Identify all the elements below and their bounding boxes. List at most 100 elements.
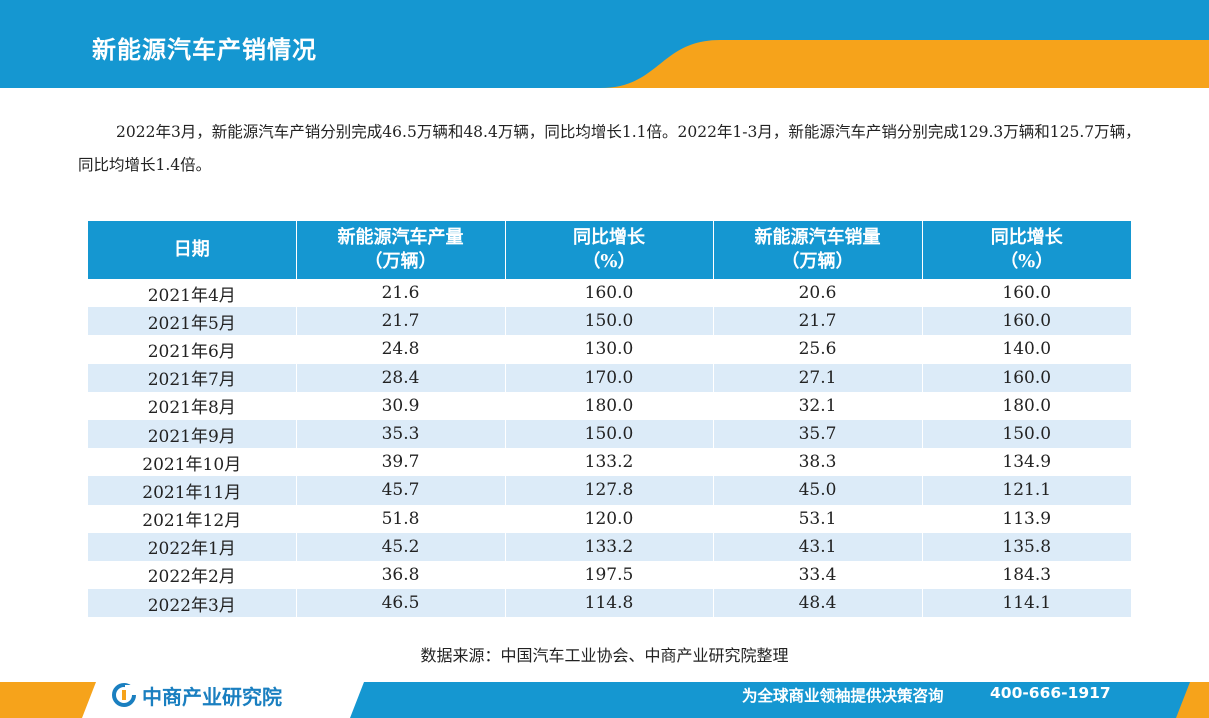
cell-sales-growth: 121.1	[921, 476, 1131, 505]
cell-production: 45.7	[295, 476, 505, 505]
cell-production: 39.7	[295, 448, 505, 477]
cell-sales-growth: 184.3	[921, 560, 1131, 590]
cell-sales: 25.6	[712, 335, 922, 364]
company-logo: 中商产业研究院	[112, 683, 282, 709]
table-row: 2022年3月 46.5 114.8 48.4 114.1	[88, 589, 1131, 618]
header-production: 新能源汽车产量 （万辆）	[295, 221, 505, 279]
header-production-growth-unit: （%）	[582, 251, 636, 272]
cell-sales-growth: 135.8	[921, 532, 1131, 561]
header-sales-unit: （万辆）	[781, 251, 854, 272]
cell-production-growth: 160.0	[504, 279, 713, 308]
cell-sales-growth: 180.0	[921, 391, 1131, 420]
cell-production: 46.5	[295, 589, 505, 618]
askci-logo-icon	[112, 683, 136, 707]
cell-production-growth: 150.0	[504, 307, 713, 336]
cell-production-growth: 133.2	[504, 532, 713, 561]
header-sales-growth: 同比增长 （%）	[921, 221, 1131, 279]
cell-sales-growth: 160.0	[921, 307, 1131, 336]
cell-sales-growth: 160.0	[921, 279, 1131, 308]
cell-date: 2021年12月	[88, 504, 296, 533]
footer-slogan: 为全球商业领袖提供决策咨询	[742, 687, 944, 705]
cell-sales: 43.1	[712, 532, 922, 561]
cell-sales-growth: 160.0	[921, 363, 1131, 392]
cell-production: 35.3	[295, 419, 505, 449]
cell-production-growth: 170.0	[504, 363, 713, 392]
header-sales-label: 新能源汽车销量	[754, 227, 881, 248]
header-banner: 新能源汽车产销情况	[0, 0, 1209, 88]
cell-sales: 32.1	[712, 391, 922, 420]
cell-sales-growth: 134.9	[921, 448, 1131, 477]
table-row: 2022年1月 45.2 133.2 43.1 135.8	[88, 532, 1131, 561]
cell-production-growth: 180.0	[504, 391, 713, 420]
footer-shape	[0, 682, 1209, 718]
table-row: 2021年11月 45.7 127.8 45.0 121.1	[88, 476, 1131, 505]
cell-production: 21.7	[295, 307, 505, 336]
intro-paragraph: 2022年3月，新能源汽车产销分别完成46.5万辆和48.4万辆，同比均增长1.…	[78, 123, 1141, 174]
footer-phone: 400-666-1917	[990, 684, 1111, 702]
cell-sales: 27.1	[712, 363, 922, 392]
table-row: 2021年4月 21.6 160.0 20.6 160.0	[88, 279, 1131, 308]
cell-sales: 48.4	[712, 589, 922, 618]
cell-production: 51.8	[295, 504, 505, 533]
cell-date: 2021年9月	[88, 419, 296, 449]
header-production-label: 新能源汽车产量	[337, 227, 464, 248]
cell-production: 36.8	[295, 560, 505, 590]
cell-date: 2022年3月	[88, 589, 296, 618]
cell-sales: 38.3	[712, 448, 922, 477]
cell-sales-growth: 140.0	[921, 335, 1131, 364]
cell-sales: 21.7	[712, 307, 922, 336]
cell-date: 2021年10月	[88, 448, 296, 477]
cell-sales: 33.4	[712, 560, 922, 590]
cell-production-growth: 120.0	[504, 504, 713, 533]
table-row: 2022年2月 36.8 197.5 33.4 184.3	[88, 560, 1131, 590]
logo-text: 中商产业研究院	[142, 684, 282, 709]
header-date: 日期	[88, 221, 296, 279]
table-row: 2021年12月 51.8 120.0 53.1 113.9	[88, 504, 1131, 533]
header-shape	[0, 0, 1209, 88]
cell-date: 2021年4月	[88, 279, 296, 308]
cell-sales-growth: 113.9	[921, 504, 1131, 533]
table-header-row: 日期 新能源汽车产量 （万辆） 同比增长 （%） 新能源汽车销量 （万辆） 同比…	[88, 221, 1131, 279]
cell-production-growth: 127.8	[504, 476, 713, 505]
header-sales-growth-unit: （%）	[1000, 251, 1054, 272]
cell-date: 2021年8月	[88, 391, 296, 420]
table-row: 2021年8月 30.9 180.0 32.1 180.0	[88, 391, 1131, 420]
cell-sales: 53.1	[712, 504, 922, 533]
sales-table: 日期 新能源汽车产量 （万辆） 同比增长 （%） 新能源汽车销量 （万辆） 同比…	[88, 221, 1131, 618]
cell-production-growth: 197.5	[504, 560, 713, 590]
cell-sales-growth: 150.0	[921, 419, 1131, 449]
header-date-label: 日期	[173, 239, 210, 260]
cell-production: 21.6	[295, 279, 505, 308]
table-row: 2021年6月 24.8 130.0 25.6 140.0	[88, 335, 1131, 364]
cell-production-growth: 130.0	[504, 335, 713, 364]
cell-production: 24.8	[295, 335, 505, 364]
data-source-note: 数据来源：中国汽车工业协会、中商产业研究院整理	[420, 646, 789, 665]
table-row: 2021年9月 35.3 150.0 35.7 150.0	[88, 419, 1131, 449]
cell-sales: 35.7	[712, 419, 922, 449]
cell-date: 2022年2月	[88, 560, 296, 590]
footer-banner	[0, 680, 1209, 718]
cell-production-growth: 133.2	[504, 448, 713, 477]
cell-production: 45.2	[295, 532, 505, 561]
table-row: 2021年10月 39.7 133.2 38.3 134.9	[88, 448, 1131, 477]
header-production-growth: 同比增长 （%）	[504, 221, 713, 279]
header-sales-growth-label: 同比增长	[990, 227, 1063, 248]
cell-date: 2022年1月	[88, 532, 296, 561]
cell-sales: 20.6	[712, 279, 922, 308]
header-sales: 新能源汽车销量 （万辆）	[712, 221, 922, 279]
cell-production-growth: 114.8	[504, 589, 713, 618]
cell-sales-growth: 114.1	[921, 589, 1131, 618]
header-production-unit: （万辆）	[364, 251, 437, 272]
cell-sales: 45.0	[712, 476, 922, 505]
cell-production: 30.9	[295, 391, 505, 420]
cell-production-growth: 150.0	[504, 419, 713, 449]
table-row: 2021年7月 28.4 170.0 27.1 160.0	[88, 363, 1131, 392]
cell-production: 28.4	[295, 363, 505, 392]
page-title: 新能源汽车产销情况	[92, 36, 317, 64]
cell-date: 2021年5月	[88, 307, 296, 336]
cell-date: 2021年7月	[88, 363, 296, 392]
cell-date: 2021年6月	[88, 335, 296, 364]
header-production-growth-label: 同比增长	[573, 227, 645, 248]
cell-date: 2021年11月	[88, 476, 296, 505]
table-row: 2021年5月 21.7 150.0 21.7 160.0	[88, 307, 1131, 336]
